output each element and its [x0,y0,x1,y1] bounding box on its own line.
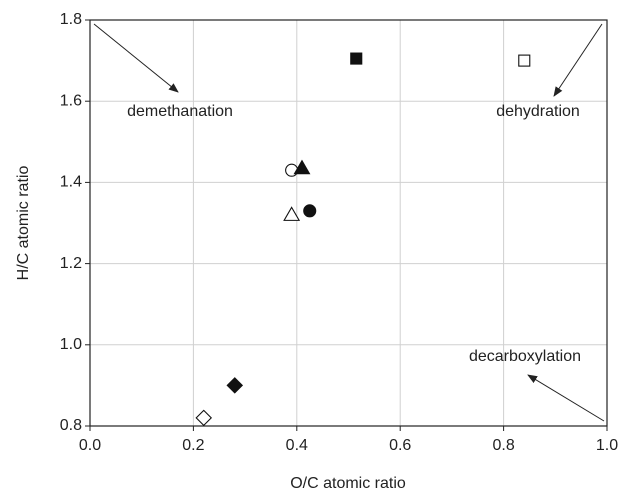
x-tick-label: 0.8 [492,437,514,454]
x-tick-label: 0.0 [79,437,101,454]
point [195,409,213,427]
plot-frame [89,19,608,427]
y-tick-label: 1.4 [60,174,82,191]
annotation: demethanation [127,103,233,120]
point [283,206,301,221]
x-tick-label: 0.6 [389,437,411,454]
y-tick-label: 1.0 [60,336,82,353]
y-tick-label: 1.2 [60,255,82,272]
annotation-arrow [553,23,603,97]
y-tick-label: 1.8 [60,11,82,28]
y-tick-label: 1.6 [60,92,82,109]
annotation: decarboxylation [469,348,581,365]
x-tick-label: 0.4 [286,437,308,454]
annotation-arrow [527,374,605,422]
y-tick-label: 0.8 [60,417,82,434]
annotation: dehydration [496,103,580,120]
x-tick-label: 0.2 [182,437,204,454]
point [350,52,363,65]
point [285,163,299,177]
x-tick-label: 1.0 [596,437,618,454]
point [518,54,531,67]
annotation-arrow [93,23,179,93]
point [293,159,311,175]
point [226,377,244,394]
y-axis-label: H/C atomic ratio [15,166,32,281]
x-axis-label: O/C atomic ratio [290,475,406,492]
point [303,204,317,218]
